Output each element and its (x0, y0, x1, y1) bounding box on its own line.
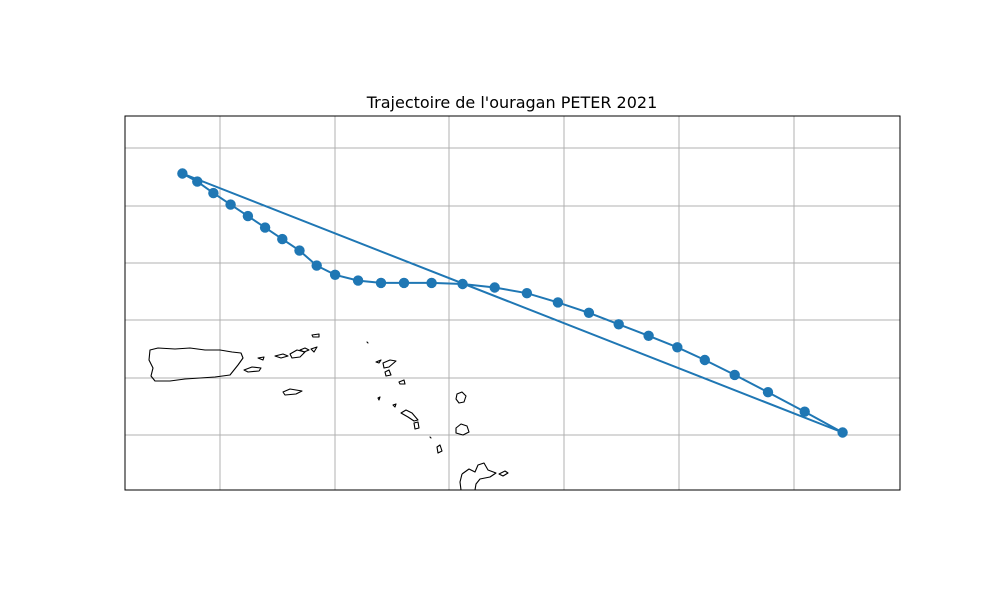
track-point (762, 387, 774, 398)
island-st-croix (282, 388, 303, 396)
track-point (729, 369, 740, 381)
track-point (294, 245, 305, 256)
track-point (837, 427, 848, 438)
map-frame (124, 115, 901, 491)
island-anguilla (375, 359, 382, 364)
track-point (672, 342, 683, 353)
island-st-martin (382, 359, 397, 369)
track-point (259, 222, 271, 233)
track-point (583, 307, 595, 318)
island-virgin-gorda (310, 346, 318, 353)
chart-title: Trajectoire de l'ouragan PETER 2021 (366, 93, 658, 112)
track-point (192, 176, 203, 187)
track-point (352, 275, 364, 286)
island-anegada (311, 333, 320, 338)
track-point (311, 260, 322, 271)
track-point (242, 210, 254, 222)
track-point (426, 277, 437, 289)
island-culebra (257, 356, 265, 361)
track-point (177, 168, 188, 179)
island-redonda (429, 436, 432, 439)
coastlines (148, 333, 509, 491)
track-point (521, 288, 533, 299)
track-point (277, 233, 288, 245)
island-saba (377, 396, 381, 401)
gridlines (125, 116, 900, 490)
island-st-thomas (274, 353, 289, 359)
track-point (329, 269, 341, 280)
island-antigua (455, 391, 467, 404)
hurricane-track-line (181, 172, 844, 434)
island-guadeloupe (459, 462, 497, 491)
island-guadeloupe-small (455, 423, 470, 436)
island-montserrat (436, 444, 443, 454)
island-st-kitts (400, 409, 419, 422)
track-point (643, 330, 654, 341)
track-point (799, 406, 810, 417)
hurricane-track-points (177, 168, 848, 438)
island-st-barthelemy (384, 369, 392, 377)
track-point (457, 278, 468, 290)
island-tortola (299, 347, 310, 353)
island-sombrero (366, 341, 369, 344)
island-nevis (413, 421, 420, 430)
island-st-eustatius (392, 403, 397, 408)
island-st-john (289, 349, 306, 359)
island-barbuda (398, 379, 406, 385)
track-point (613, 319, 624, 330)
island-puerto-rico (148, 347, 244, 382)
island-marie-galante (498, 470, 509, 477)
track-point (375, 277, 387, 289)
track-point (489, 282, 500, 293)
track-point (208, 187, 219, 199)
track-point (398, 277, 410, 289)
track-point (699, 354, 710, 366)
island-vieques (243, 366, 262, 373)
track-point (552, 297, 564, 308)
track-point (225, 199, 236, 210)
